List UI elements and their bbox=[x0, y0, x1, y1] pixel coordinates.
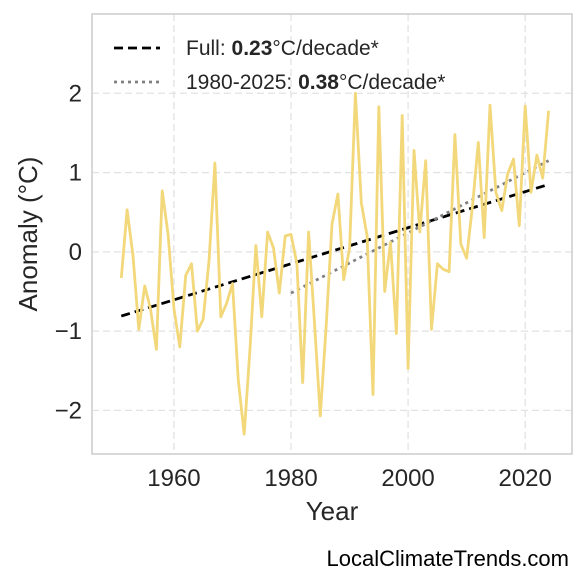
x-axis-ticks: 1960 1980 2000 2020 bbox=[147, 465, 552, 492]
y-tick-label: 2 bbox=[69, 80, 82, 107]
x-tick-label: 2020 bbox=[498, 465, 551, 492]
y-axis-label: Anomaly (°C) bbox=[13, 157, 43, 312]
y-tick-label: −1 bbox=[55, 318, 82, 345]
trend-line-dashed bbox=[120, 183, 549, 318]
legend-entry-dotted: 1980-2025: 0.38°C/decade* bbox=[186, 71, 445, 94]
x-tick-label: 2000 bbox=[381, 465, 434, 492]
y-axis-ticks: −2 −1 0 1 2 bbox=[55, 80, 82, 424]
x-tick-label: 1980 bbox=[264, 465, 317, 492]
trend-lines bbox=[120, 159, 550, 318]
y-tick-label: −2 bbox=[55, 397, 82, 424]
x-axis-label: Year bbox=[306, 496, 359, 526]
anomaly-series-line-0 bbox=[119, 91, 550, 436]
y-tick-label: 1 bbox=[69, 160, 82, 187]
x-tick-label: 1960 bbox=[147, 465, 200, 492]
data-series bbox=[119, 91, 550, 436]
y-tick-label: 0 bbox=[69, 239, 82, 266]
plot-frame bbox=[91, 13, 573, 455]
legend: Full: 0.23°C/decade* 1980-2025: 0.38°C/de… bbox=[114, 37, 445, 94]
chart: 1960 1980 2000 2020 −2 −1 0 1 2 Year Anomaly (°… bbox=[13, 13, 573, 526]
legend-entry-dashed: Full: 0.23°C/decade* bbox=[186, 37, 379, 60]
footer-watermark: LocalClimateTrends.com bbox=[326, 546, 570, 571]
